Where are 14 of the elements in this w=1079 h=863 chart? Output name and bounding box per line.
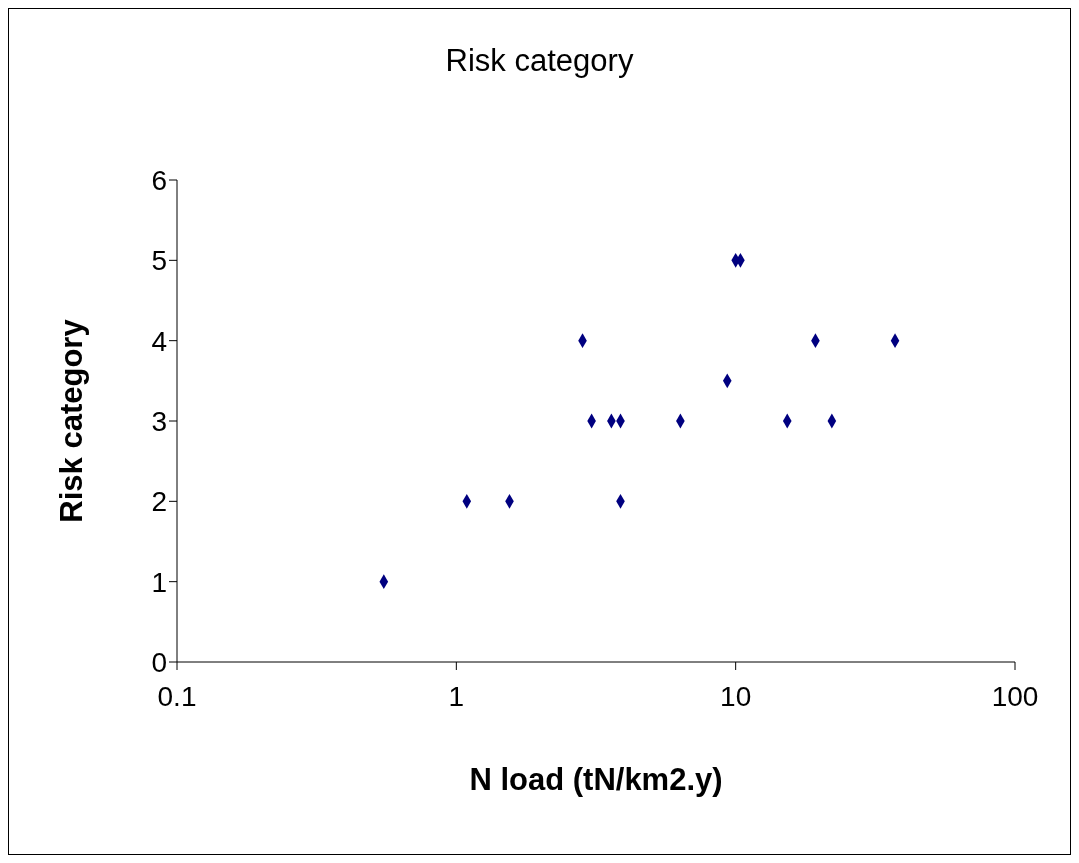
y-tick-label: 5: [151, 245, 167, 277]
x-tick-label: 100: [991, 680, 1039, 712]
y-axis-title: Risk category: [54, 318, 90, 523]
x-axis-title: N load (tN/km2.y): [469, 762, 723, 797]
x-tick-label: 0.1: [157, 680, 197, 712]
x-tick-label: 1: [448, 680, 465, 712]
y-tick-label: 4: [151, 325, 167, 357]
y-tick-label: 2: [151, 486, 167, 518]
x-tick-label: 10: [720, 680, 752, 712]
y-tick-label: 0: [151, 646, 167, 678]
chart-title: Risk category: [444, 43, 635, 79]
y-tick-label: 1: [151, 566, 167, 598]
y-tick-label: 6: [151, 164, 167, 196]
y-tick-label: 3: [151, 405, 167, 437]
